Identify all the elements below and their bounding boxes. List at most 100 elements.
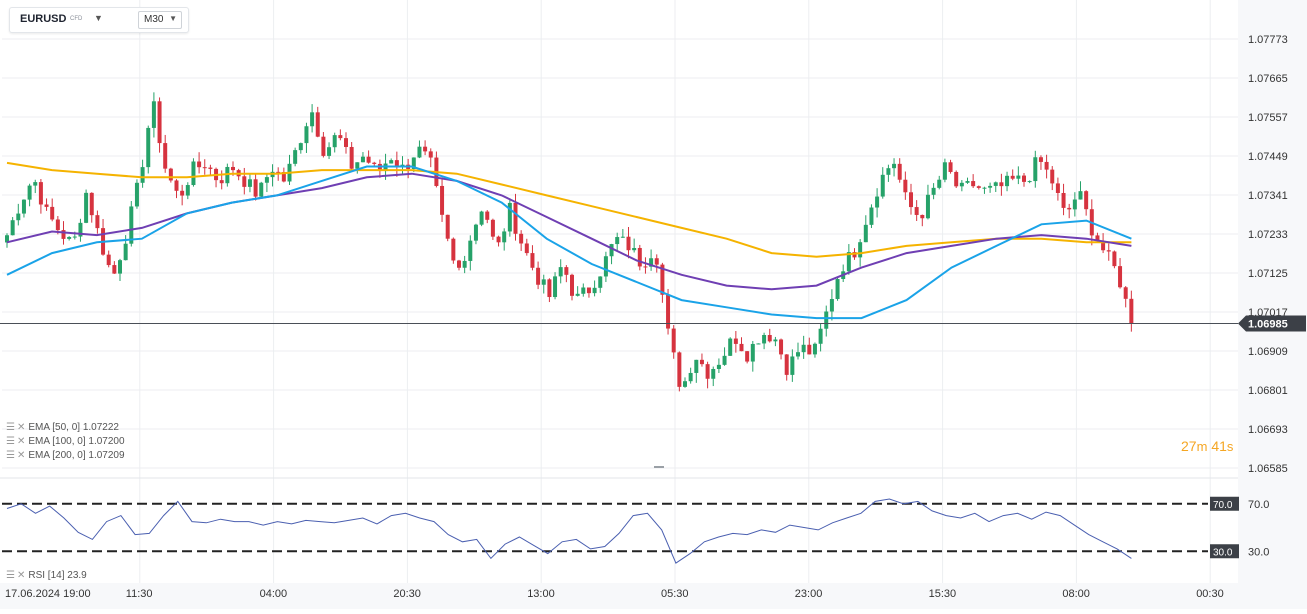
candle-body	[479, 211, 484, 225]
candle-body	[298, 143, 303, 151]
caret-down-icon[interactable]: ▼	[94, 13, 103, 23]
close-icon[interactable]: ✕	[16, 450, 26, 461]
candle-body	[281, 172, 286, 182]
current-price-label: 1.06985	[1248, 319, 1288, 331]
candle-body	[920, 214, 925, 219]
candle-body	[711, 368, 716, 379]
candle-body	[231, 166, 235, 171]
candle-body	[1044, 161, 1049, 170]
candle-body	[1118, 266, 1123, 288]
countdown-minutes: 27	[1181, 438, 1197, 454]
candle-body	[185, 185, 190, 196]
candle-body	[846, 252, 851, 272]
rsi-line	[6, 498, 1132, 564]
candle-body	[931, 187, 936, 195]
candle-body	[349, 146, 354, 169]
rsi-legend: ☰ ✕ RSI [14] 23.9	[6, 570, 87, 581]
candle-body	[293, 150, 298, 164]
candle-body	[976, 186, 981, 188]
candle-body	[168, 168, 173, 181]
candle-body	[553, 276, 558, 298]
candle-body	[50, 206, 55, 220]
candle-body	[733, 338, 738, 344]
time-axis-label: 05:30	[661, 588, 689, 600]
candle-body	[620, 236, 625, 238]
candle-body	[812, 343, 817, 355]
rsi-level-tag-label: 30.0	[1213, 547, 1233, 558]
candle-body	[276, 171, 281, 173]
candle-body	[55, 219, 60, 231]
candle-body	[581, 287, 586, 294]
candle-body	[897, 163, 902, 180]
candle-body	[1033, 157, 1038, 182]
candle-body	[948, 162, 953, 172]
candle-body	[1061, 192, 1066, 208]
time-axis-label: 08:00	[1062, 588, 1090, 600]
candle-body	[1038, 157, 1043, 162]
countdown-seconds-unit: s	[1226, 439, 1234, 454]
candle-body	[603, 256, 608, 277]
candle-body	[366, 156, 371, 163]
close-icon[interactable]: ✕	[16, 436, 26, 447]
candle-body	[598, 276, 603, 288]
candle-body	[10, 220, 15, 236]
candle-body	[875, 196, 880, 208]
candle-body	[570, 274, 574, 296]
menu-icon[interactable]: ☰	[6, 570, 15, 581]
candle-body	[626, 236, 631, 251]
price-axis-label: 1.06693	[1248, 424, 1288, 436]
candle-body	[78, 222, 83, 237]
candle-body	[909, 192, 913, 208]
menu-icon[interactable]: ☰	[6, 422, 15, 433]
candle-body	[541, 279, 546, 285]
candle-body	[496, 236, 501, 243]
candle-body	[790, 356, 795, 375]
symbol-label[interactable]: EURUSD	[20, 13, 67, 25]
candle-body	[389, 160, 394, 164]
symbol-toolbar: EURUSD CFD ▼ M30 ▼	[9, 7, 189, 33]
timeframe-select[interactable]: M30 ▼	[138, 11, 182, 29]
candle-body	[1129, 298, 1134, 324]
candle-body	[959, 182, 964, 187]
candle-body	[824, 311, 829, 329]
price-axis-label: 1.07557	[1248, 112, 1288, 124]
candle-body	[344, 138, 348, 147]
candle-body	[457, 260, 461, 268]
candle-body	[971, 181, 976, 187]
candle-body	[315, 112, 320, 137]
candle-body	[643, 266, 648, 268]
candle-body	[999, 182, 1004, 187]
time-axis-label: 15:30	[929, 588, 957, 600]
candle-body	[1072, 199, 1077, 210]
candle-body	[242, 176, 247, 187]
candle-body	[89, 192, 94, 216]
candle-body	[140, 167, 145, 183]
menu-icon[interactable]: ☰	[6, 436, 15, 447]
price-axis-panel[interactable]	[1238, 0, 1307, 609]
ema200-line	[6, 161, 1132, 258]
candle-body	[524, 243, 529, 254]
candle-body	[38, 182, 43, 205]
menu-icon[interactable]: ☰	[6, 450, 15, 461]
candle-body	[27, 185, 32, 200]
candle-body	[988, 185, 993, 188]
time-axis-panel[interactable]	[0, 583, 1238, 609]
candle-body	[779, 339, 784, 355]
candle-body	[423, 146, 428, 152]
candle-body	[247, 179, 252, 187]
candle-body	[468, 240, 473, 261]
close-icon[interactable]: ✕	[16, 570, 26, 581]
candle-body	[722, 355, 727, 365]
candle-body	[106, 254, 111, 266]
candle-body	[835, 279, 840, 300]
candle-body	[304, 126, 309, 144]
candle-body	[716, 364, 721, 369]
candle-body	[61, 230, 66, 239]
pane-resize-handle[interactable]	[654, 466, 664, 468]
candle-body	[513, 202, 518, 234]
candle-body	[157, 101, 162, 144]
close-icon[interactable]: ✕	[16, 422, 26, 433]
